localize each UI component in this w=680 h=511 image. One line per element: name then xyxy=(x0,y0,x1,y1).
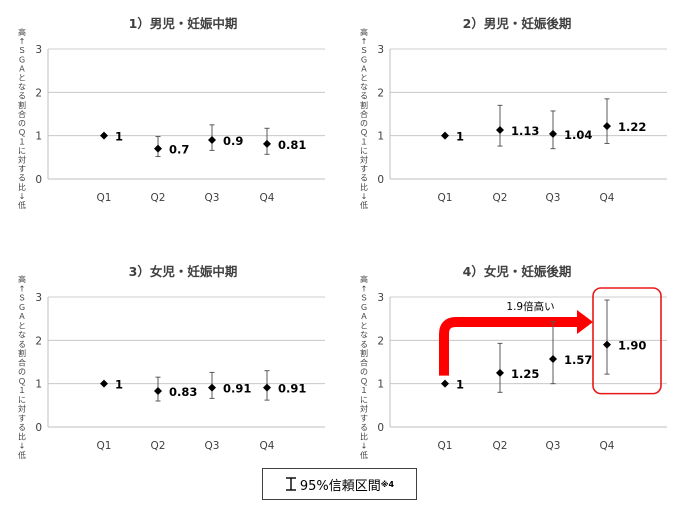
data-label: 1 xyxy=(115,378,123,392)
y-tick-label: 2 xyxy=(35,87,42,99)
data-label: 0.91 xyxy=(278,382,306,396)
data-label: 0.91 xyxy=(223,382,251,396)
data-point xyxy=(496,126,504,135)
chart-title: 2）男児・妊娠後期 xyxy=(463,16,572,31)
legend-note: ※4 xyxy=(380,479,395,489)
y-tick-label: 3 xyxy=(35,292,42,304)
data-label: 1.90 xyxy=(618,339,646,353)
y-axis-label: 高↑ＳＧＡとなる割合のＱ１に対する比↓低 xyxy=(18,274,26,460)
y-tick-label: 3 xyxy=(35,44,42,56)
data-label: 0.9 xyxy=(223,134,243,148)
data-point xyxy=(549,354,557,363)
data-point xyxy=(603,122,611,131)
x-tick-label: Q1 xyxy=(438,440,453,452)
x-tick-label: Q4 xyxy=(260,440,275,452)
x-tick-label: Q2 xyxy=(493,440,508,452)
highlight-box xyxy=(592,287,662,395)
error-bar xyxy=(497,342,503,393)
y-tick-label: 0 xyxy=(377,422,384,434)
data-label: 1 xyxy=(456,130,464,144)
error-bar xyxy=(604,299,610,375)
x-tick-label: Q4 xyxy=(600,192,615,204)
data-point xyxy=(263,139,271,148)
y-tick-label: 1 xyxy=(377,379,384,391)
x-tick-label: Q3 xyxy=(546,440,561,452)
y-tick-label: 2 xyxy=(35,335,42,347)
y-axis-label: 高↑ＳＧＡとなる割合のＱ１に対する比↓低 xyxy=(18,27,26,210)
x-tick-label: Q4 xyxy=(600,440,615,452)
chart-title: 3）女児・妊娠中期 xyxy=(129,264,238,279)
x-tick-label: Q2 xyxy=(151,192,166,204)
data-label: 1 xyxy=(115,130,123,144)
chart-title: 1）男児・妊娠中期 xyxy=(129,16,238,31)
annotation-text: 1.9倍高い xyxy=(506,300,554,313)
data-point xyxy=(208,383,216,392)
y-tick-label: 2 xyxy=(377,87,384,99)
y-tick-label: 2 xyxy=(377,335,384,347)
x-tick-label: Q1 xyxy=(97,192,112,204)
legend: 95%信頼区間 ※4 xyxy=(262,468,417,500)
error-bar-icon xyxy=(285,477,296,491)
data-point xyxy=(100,379,108,388)
y-axis-label: 高↑ＳＧＡとなる割合のＱ１に対する比↓低 xyxy=(360,274,368,460)
data-label: 1.04 xyxy=(564,128,592,142)
data-point xyxy=(441,131,449,140)
data-point xyxy=(441,379,449,388)
data-label: 0.7 xyxy=(169,143,189,157)
x-tick-label: Q3 xyxy=(546,192,561,204)
x-tick-label: Q4 xyxy=(260,192,275,204)
highlight-arrow xyxy=(439,317,579,376)
error-bar xyxy=(550,110,556,150)
data-label: 0.83 xyxy=(169,385,197,399)
data-point xyxy=(208,136,216,144)
y-tick-label: 3 xyxy=(377,44,384,56)
x-tick-label: Q1 xyxy=(97,440,112,452)
data-label: 1.22 xyxy=(618,120,646,134)
data-point xyxy=(549,129,557,138)
y-tick-label: 0 xyxy=(35,422,42,434)
y-tick-label: 0 xyxy=(35,174,42,186)
data-point xyxy=(496,368,504,377)
chart-title: 4）女児・妊娠後期 xyxy=(463,264,572,279)
x-tick-label: Q3 xyxy=(205,192,220,204)
error-bar xyxy=(550,321,556,385)
legend-text: 95%信頼区間 xyxy=(299,478,381,494)
data-point xyxy=(154,387,162,396)
y-tick-label: 1 xyxy=(377,131,384,143)
data-label: 1 xyxy=(456,378,464,392)
y-tick-label: 1 xyxy=(35,379,42,391)
y-tick-label: 1 xyxy=(35,131,42,143)
y-axis-label: 高↑ＳＧＡとなる割合のＱ１に対する比↓低 xyxy=(360,27,368,210)
x-tick-label: Q2 xyxy=(151,440,166,452)
data-label: 1.13 xyxy=(511,124,539,138)
error-bar xyxy=(497,104,503,147)
data-point xyxy=(100,131,108,140)
data-label: 0.81 xyxy=(278,138,306,152)
y-tick-label: 0 xyxy=(377,174,384,186)
data-label: 1.25 xyxy=(511,367,539,381)
arrow-head xyxy=(577,310,593,334)
x-tick-label: Q1 xyxy=(438,192,453,204)
x-tick-label: Q3 xyxy=(205,440,220,452)
data-point xyxy=(263,383,271,392)
data-label: 1.57 xyxy=(564,353,592,367)
data-point xyxy=(603,340,611,349)
error-bar xyxy=(604,98,610,144)
x-tick-label: Q2 xyxy=(493,192,508,204)
y-tick-label: 3 xyxy=(377,292,384,304)
data-point xyxy=(154,144,162,153)
